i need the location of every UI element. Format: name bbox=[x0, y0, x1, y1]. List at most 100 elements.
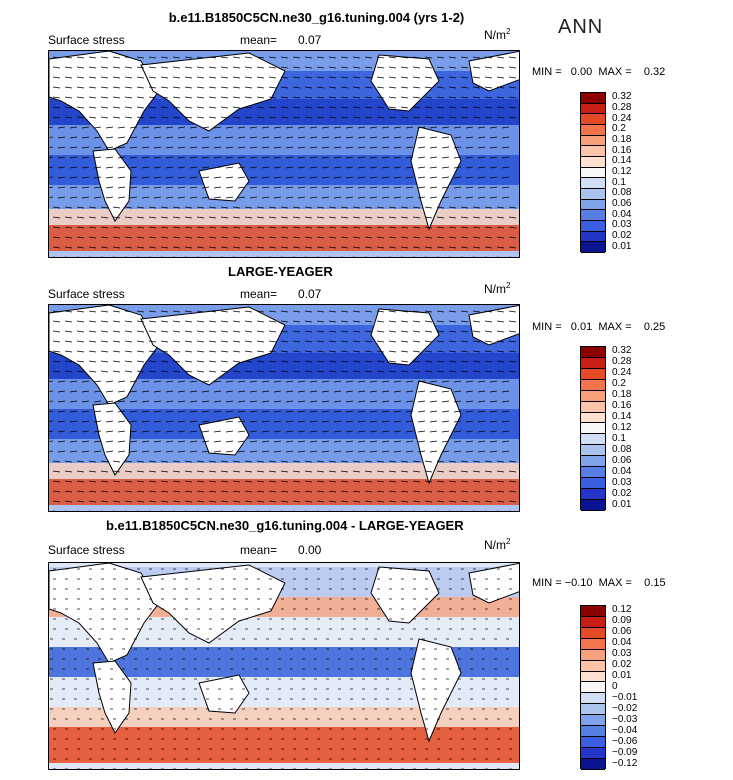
field-name: Surface stress bbox=[48, 543, 125, 557]
colorbar-swatch bbox=[581, 478, 605, 489]
colorbar-tick-label: 0.09 bbox=[612, 615, 632, 627]
colorbar-swatch bbox=[581, 103, 605, 115]
colorbar-swatch bbox=[581, 758, 605, 770]
colorbar-tick-label: 0.32 bbox=[612, 91, 632, 103]
colorbar-swatch bbox=[581, 199, 605, 211]
colorbar-swatch bbox=[581, 660, 605, 672]
colorbar-swatch bbox=[581, 704, 605, 716]
colorbar-swatch bbox=[581, 693, 605, 705]
colorbar-swatch bbox=[581, 357, 605, 369]
colorbar-swatch bbox=[581, 210, 605, 221]
colorbar-swatch bbox=[581, 347, 605, 358]
colorbar-tick-label: 0.32 bbox=[612, 345, 632, 357]
colorbar-swatch bbox=[581, 747, 605, 759]
colorbar-tick-label: 0.18 bbox=[612, 134, 632, 145]
colorbar-tick-label: 0.28 bbox=[612, 356, 632, 368]
colorbar-swatch bbox=[581, 412, 605, 424]
colorbar-swatch bbox=[581, 379, 605, 391]
page-title: b.e11.B1850C5CN.ne30_g16.tuning.004 (yrs… bbox=[168, 10, 465, 25]
colorbar-swatch bbox=[581, 715, 605, 727]
mean-label: mean= bbox=[240, 287, 278, 301]
colorbar-swatch bbox=[581, 467, 605, 479]
colorbar-tick-label: 0.04 bbox=[612, 637, 632, 649]
colorbar-swatch bbox=[581, 499, 605, 511]
colorbar-swatch bbox=[581, 156, 605, 168]
colorbar-swatch bbox=[581, 242, 605, 253]
colorbar-tick-label: 0.2 bbox=[612, 378, 626, 390]
colorbar-tick-label: −0.01 bbox=[612, 691, 638, 703]
colorbar-swatch bbox=[581, 456, 605, 468]
field-name: Surface stress bbox=[48, 287, 125, 301]
colorbar-swatch bbox=[581, 434, 605, 446]
colorbar-swatch bbox=[581, 726, 605, 738]
colorbar-swatch bbox=[581, 178, 605, 189]
colorbar-tick-label: 0.02 bbox=[612, 659, 632, 671]
unit-label: N/m2 bbox=[484, 281, 511, 296]
unit-label: N/m2 bbox=[484, 537, 511, 552]
colorbar-tick-label: 0.03 bbox=[612, 476, 632, 488]
minmax-label: MIN = 0.01 MAX = 0.25 bbox=[532, 321, 666, 333]
field-name: Surface stress bbox=[48, 33, 125, 47]
colorbar-swatch bbox=[581, 627, 605, 639]
colorbar-tick-label: 0.04 bbox=[612, 465, 632, 477]
colorbar-tick-label: −0.12 bbox=[612, 757, 638, 769]
colorbar bbox=[580, 92, 606, 253]
colorbar-swatch bbox=[581, 231, 605, 243]
colorbar-tick-label: 0.02 bbox=[612, 487, 632, 499]
map-canvas bbox=[49, 305, 519, 511]
colorbar bbox=[580, 346, 606, 511]
colorbar-tick-label: −0.09 bbox=[612, 746, 638, 758]
colorbar-swatch bbox=[581, 390, 605, 402]
panel-heading: b.e11.B1850C5CN.ne30_g16.tuning.004 - LA… bbox=[106, 518, 464, 533]
mean-value: 0.00 bbox=[298, 543, 322, 557]
colorbar-swatch bbox=[581, 423, 605, 435]
colorbar-tick-label: 0.08 bbox=[612, 187, 632, 199]
colorbar-swatch bbox=[581, 368, 605, 380]
colorbar-tick-label: 0.03 bbox=[612, 219, 632, 231]
panel-heading: LARGE-YEAGER bbox=[228, 264, 333, 279]
colorbar-tick-label: 0.06 bbox=[612, 198, 632, 209]
colorbar-swatch bbox=[581, 649, 605, 661]
season-label: ANN bbox=[558, 16, 604, 38]
colorbar-swatch bbox=[581, 671, 605, 683]
colorbar-tick-label: 0 bbox=[612, 681, 618, 692]
colorbar-tick-label: 0.24 bbox=[612, 112, 632, 124]
colorbar-tick-label: 0.06 bbox=[612, 626, 632, 638]
map-canvas bbox=[49, 563, 519, 769]
colorbar-tick-label: 0.06 bbox=[612, 454, 632, 466]
colorbar-swatch bbox=[581, 638, 605, 650]
mean-label: mean= bbox=[240, 33, 278, 47]
colorbar-tick-label: 0.14 bbox=[612, 155, 632, 167]
colorbar-swatch bbox=[581, 114, 605, 125]
colorbar-tick-label: 0.1 bbox=[612, 432, 626, 444]
colorbar-swatch bbox=[581, 220, 605, 232]
colorbar-swatch bbox=[581, 135, 605, 147]
colorbar-tick-label: 0.01 bbox=[612, 670, 632, 682]
mean-value: 0.07 bbox=[298, 33, 322, 47]
colorbar-tick-label: 0.16 bbox=[612, 400, 632, 412]
minmax-label: MIN = 0.00 MAX = 0.32 bbox=[532, 66, 666, 78]
surface-stress-map bbox=[48, 562, 520, 770]
map-canvas bbox=[49, 51, 519, 257]
colorbar-tick-label: 0.08 bbox=[612, 443, 632, 455]
colorbar-swatch bbox=[581, 737, 605, 748]
colorbar-swatch bbox=[581, 488, 605, 500]
colorbar-tick-label: −0.03 bbox=[612, 713, 638, 725]
colorbar-tick-label: 0.1 bbox=[612, 176, 626, 188]
colorbar-tick-label: 0.16 bbox=[612, 144, 632, 156]
mean-value: 0.07 bbox=[298, 287, 322, 301]
colorbar-swatch bbox=[581, 606, 605, 617]
colorbar-tick-label: 0.03 bbox=[612, 648, 632, 660]
colorbar-tick-label: 0.01 bbox=[612, 498, 632, 510]
colorbar-tick-label: 0.18 bbox=[612, 389, 632, 401]
colorbar-tick-label: 0.12 bbox=[612, 422, 632, 433]
colorbar-tick-label: 0.12 bbox=[612, 604, 632, 616]
colorbar-tick-label: 0.2 bbox=[612, 123, 626, 135]
colorbar-swatch bbox=[581, 124, 605, 136]
colorbar bbox=[580, 605, 606, 770]
colorbar-swatch bbox=[581, 167, 605, 179]
colorbar-tick-label: 0.28 bbox=[612, 102, 632, 113]
colorbar-swatch bbox=[581, 401, 605, 413]
colorbar-tick-label: 0.24 bbox=[612, 367, 632, 379]
colorbar-swatch bbox=[581, 146, 605, 157]
